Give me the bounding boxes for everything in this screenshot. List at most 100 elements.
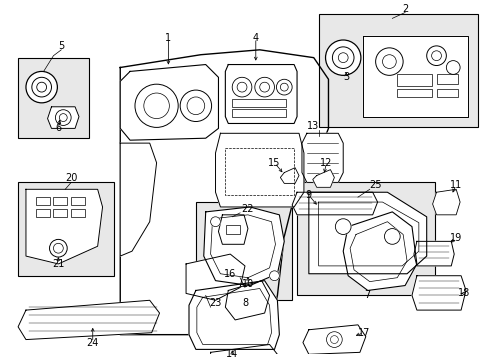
Circle shape [335,219,350,234]
Circle shape [276,79,291,95]
Polygon shape [120,64,218,140]
Text: 17: 17 [357,328,369,338]
Polygon shape [225,148,293,195]
Circle shape [326,332,342,347]
Circle shape [375,48,402,75]
Text: 1: 1 [165,33,171,43]
Bar [232,109,285,117]
Text: 12: 12 [320,158,332,168]
Bar [436,89,457,97]
Polygon shape [26,189,102,264]
Circle shape [280,83,287,91]
Circle shape [180,90,211,122]
Polygon shape [120,143,156,256]
Text: 16: 16 [224,269,236,279]
Bar [226,225,240,234]
Circle shape [338,53,347,63]
Polygon shape [185,254,244,300]
Circle shape [232,77,251,97]
Text: 13: 13 [306,121,318,131]
Circle shape [135,84,178,127]
Polygon shape [47,107,79,129]
Text: 8: 8 [242,298,247,308]
Polygon shape [291,192,377,215]
Text: 19: 19 [449,233,461,243]
Bar [396,89,431,97]
Circle shape [269,271,279,281]
Bar [296,183,434,295]
Polygon shape [215,133,304,207]
Circle shape [254,77,274,97]
Circle shape [382,55,395,68]
Circle shape [446,60,459,75]
Text: 18: 18 [457,288,469,298]
Text: 3: 3 [343,72,348,82]
Polygon shape [432,189,459,215]
Text: 11: 11 [449,180,461,190]
Text: 15: 15 [268,158,280,168]
Circle shape [426,46,446,66]
Bar [53,197,67,205]
Polygon shape [120,50,328,335]
Polygon shape [18,300,159,339]
Circle shape [55,110,71,125]
Circle shape [59,114,67,122]
Polygon shape [362,36,467,117]
Polygon shape [413,241,453,266]
Circle shape [37,82,46,92]
Polygon shape [189,281,279,350]
Text: 23: 23 [209,298,221,308]
Bar [71,209,85,217]
Text: 5: 5 [58,41,64,51]
Polygon shape [225,281,269,320]
Polygon shape [303,325,365,354]
Circle shape [431,51,441,60]
Text: 4: 4 [252,33,258,43]
Circle shape [49,239,67,257]
Circle shape [210,217,220,226]
Bar [71,197,85,205]
Text: 20: 20 [65,172,77,183]
Polygon shape [225,64,296,123]
Circle shape [259,82,269,92]
Polygon shape [280,168,298,183]
Bar [196,202,291,300]
Polygon shape [210,345,277,359]
Bar [53,209,67,217]
Polygon shape [308,192,426,274]
Circle shape [186,97,204,114]
Circle shape [26,71,57,103]
Polygon shape [343,212,416,291]
Polygon shape [302,133,343,183]
Circle shape [384,229,399,244]
Bar [18,183,114,276]
Circle shape [332,47,353,68]
Circle shape [325,40,360,75]
Bar [232,99,285,107]
Polygon shape [411,276,465,310]
Text: 9: 9 [305,190,311,200]
Text: 10: 10 [242,279,254,289]
Text: 21: 21 [52,259,64,269]
Bar [318,14,477,127]
Text: 2: 2 [401,4,407,14]
Text: 14: 14 [225,349,238,359]
Bar [36,197,49,205]
Bar [396,75,431,86]
Circle shape [237,82,246,92]
Bar [36,209,49,217]
Circle shape [32,77,51,97]
Text: 7: 7 [364,291,370,300]
Text: 6: 6 [55,123,61,134]
Polygon shape [312,170,334,187]
Polygon shape [203,207,284,285]
Circle shape [143,93,169,118]
Text: 25: 25 [368,180,381,190]
Bar [18,58,89,138]
Text: 22: 22 [241,204,254,214]
Polygon shape [218,215,247,244]
Bar [436,75,457,84]
Text: 24: 24 [86,338,99,347]
Circle shape [330,336,338,343]
Circle shape [53,243,63,253]
